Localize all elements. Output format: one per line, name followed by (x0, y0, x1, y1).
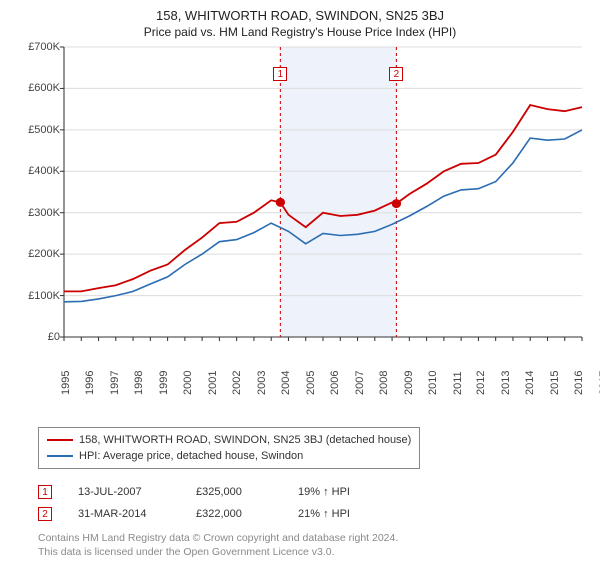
event-vs-hpi: 21% ↑ HPI (298, 503, 390, 525)
chart-marker-badge: 1 (273, 67, 287, 81)
y-tick-label: £400K (28, 165, 60, 177)
y-tick-label: £300K (28, 207, 60, 219)
footer-line: This data is licensed under the Open Gov… (38, 545, 582, 559)
footer-attribution: Contains HM Land Registry data © Crown c… (38, 531, 582, 559)
chart-marker-badge: 2 (389, 67, 403, 81)
plot-area: 12 (64, 47, 582, 337)
legend-label: HPI: Average price, detached house, Swin… (79, 448, 303, 464)
y-tick-label: £0 (48, 331, 60, 343)
y-tick-label: £600K (28, 82, 60, 94)
event-date: 31-MAR-2014 (78, 503, 170, 525)
chart-subtitle: Price paid vs. HM Land Registry's House … (18, 25, 582, 39)
y-axis-ticks: £0£100K£200K£300K£400K£500K£600K£700K (18, 47, 64, 337)
event-badge: 1 (38, 485, 52, 499)
legend-item: 158, WHITWORTH ROAD, SWINDON, SN25 3BJ (… (47, 432, 411, 448)
x-tick-label: 2016 (577, 367, 600, 379)
event-row: 1 13-JUL-2007 £325,000 19% ↑ HPI (38, 481, 582, 503)
legend: 158, WHITWORTH ROAD, SWINDON, SN25 3BJ (… (38, 427, 420, 469)
chart-title: 158, WHITWORTH ROAD, SWINDON, SN25 3BJ (18, 8, 582, 23)
legend-label: 158, WHITWORTH ROAD, SWINDON, SN25 3BJ (… (79, 432, 411, 448)
event-badge: 2 (38, 507, 52, 521)
y-tick-label: £200K (28, 248, 60, 260)
y-tick-label: £500K (28, 124, 60, 136)
event-date: 13-JUL-2007 (78, 481, 170, 503)
plot-svg (64, 47, 582, 337)
legend-item: HPI: Average price, detached house, Swin… (47, 448, 411, 464)
x-axis-ticks: 1995199619971998199920002001200220032004… (64, 367, 582, 397)
event-vs-hpi: 19% ↑ HPI (298, 481, 390, 503)
footer-line: Contains HM Land Registry data © Crown c… (38, 531, 582, 545)
event-price: £325,000 (196, 481, 272, 503)
y-tick-label: £100K (28, 290, 60, 302)
event-row: 2 31-MAR-2014 £322,000 21% ↑ HPI (38, 503, 582, 525)
legend-swatch (47, 455, 73, 457)
chart-area: £0£100K£200K£300K£400K£500K£600K£700K 12 (18, 47, 582, 367)
chart-container: { "title": "158, WHITWORTH ROAD, SWINDON… (0, 0, 600, 565)
event-price: £322,000 (196, 503, 272, 525)
y-tick-label: £700K (28, 41, 60, 53)
events-table: 1 13-JUL-2007 £325,000 19% ↑ HPI 2 31-MAR-201… (38, 481, 582, 525)
legend-swatch (47, 439, 73, 441)
